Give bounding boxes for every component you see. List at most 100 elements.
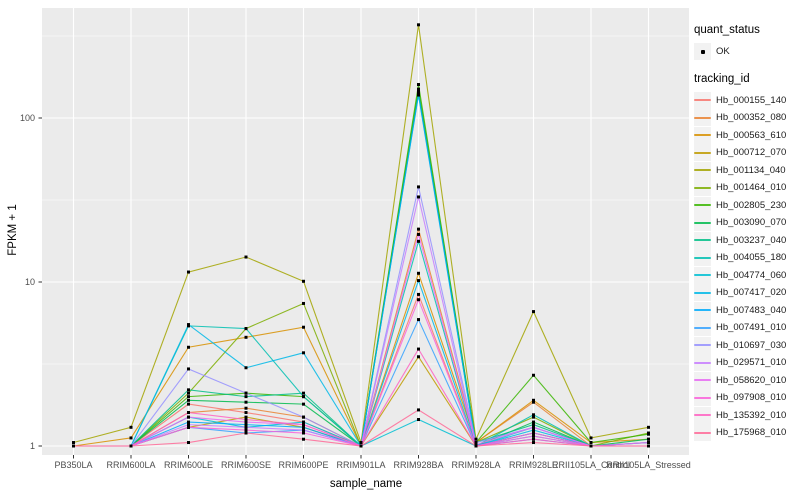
legend-item-label: Hb_007483_040 bbox=[716, 304, 787, 316]
legend-item-label: Hb_000155_140 bbox=[716, 94, 787, 106]
data-point bbox=[244, 425, 248, 429]
legend-key-box bbox=[694, 371, 711, 389]
data-point bbox=[417, 90, 420, 94]
panel-background bbox=[42, 8, 689, 455]
data-point bbox=[244, 335, 248, 339]
legend-item-label: Hb_058620_010 bbox=[716, 374, 787, 386]
legend-item-label: Hb_097908_010 bbox=[716, 392, 787, 404]
data-point bbox=[244, 423, 248, 427]
data-point bbox=[302, 428, 305, 432]
point-marker-icon bbox=[700, 49, 705, 54]
data-point bbox=[187, 415, 190, 419]
data-point bbox=[532, 415, 535, 419]
legend-key-line-icon bbox=[694, 344, 711, 347]
legend-key-box bbox=[694, 266, 711, 284]
data-point bbox=[359, 441, 363, 445]
legend-key-line-icon bbox=[694, 116, 711, 119]
legend-item: Hb_002805_230 bbox=[694, 196, 798, 215]
legend-key-line-icon bbox=[694, 256, 711, 259]
legend-item: Hb_058620_010 bbox=[694, 371, 798, 390]
data-point bbox=[532, 423, 535, 427]
data-point bbox=[187, 441, 190, 445]
data-point bbox=[244, 366, 248, 370]
data-point bbox=[532, 420, 535, 424]
data-point bbox=[647, 444, 650, 448]
x-tick-label: RRIM600LA bbox=[106, 460, 155, 470]
legend-item-label: Hb_004774_060 bbox=[716, 269, 787, 281]
legend-key-line-icon bbox=[694, 99, 711, 102]
y-tick-label: 1 bbox=[30, 441, 35, 451]
data-point bbox=[302, 437, 305, 441]
data-point bbox=[532, 413, 535, 417]
legend-key-box bbox=[694, 231, 711, 249]
data-point bbox=[244, 391, 248, 395]
data-point bbox=[532, 437, 535, 441]
legend-item: Hb_175968_010 bbox=[694, 424, 798, 442]
legend-tracking-items: Hb_000155_140 Hb_000352_080 Hb_000563_610 H… bbox=[694, 91, 798, 442]
legend-key-line-icon bbox=[694, 204, 711, 207]
legend-item-label: Hb_175968_010 bbox=[716, 427, 787, 439]
data-point bbox=[532, 400, 535, 404]
data-point bbox=[129, 436, 133, 440]
data-point bbox=[532, 425, 535, 429]
data-point bbox=[187, 388, 190, 392]
data-point bbox=[244, 431, 248, 435]
data-point bbox=[417, 355, 420, 359]
data-point bbox=[532, 428, 535, 432]
legend-key-line-icon bbox=[694, 309, 711, 312]
data-point bbox=[129, 425, 133, 429]
legend-item-label: Hb_135392_010 bbox=[716, 409, 787, 421]
legend-item-label: Hb_029571_010 bbox=[716, 357, 787, 369]
legend-key-box bbox=[694, 126, 711, 144]
data-point bbox=[532, 310, 535, 314]
data-point bbox=[244, 406, 248, 410]
legend: quant_status OK tracking_id Hb_000155_14… bbox=[694, 24, 798, 442]
legend-item-label: Hb_001464_010 bbox=[716, 182, 787, 194]
data-point bbox=[474, 441, 478, 445]
legend-item-label: Hb_010697_030 bbox=[716, 339, 787, 351]
legend-item-label: Hb_007491_010 bbox=[716, 322, 787, 334]
x-axis-title: sample_name bbox=[329, 478, 403, 490]
x-tick-label: RRIM928BA bbox=[393, 460, 443, 470]
legend-key-line-icon bbox=[694, 379, 711, 382]
legend-item: Hb_000712_070 bbox=[694, 144, 798, 162]
legend-item: Hb_007417_020 bbox=[694, 284, 798, 302]
data-point bbox=[302, 351, 305, 355]
legend-key-box bbox=[694, 301, 711, 319]
data-point bbox=[474, 444, 478, 448]
data-point bbox=[417, 23, 420, 27]
data-point bbox=[129, 444, 133, 448]
legend-item-label: Hb_000712_070 bbox=[716, 147, 787, 159]
data-point bbox=[302, 391, 305, 395]
data-point bbox=[244, 428, 248, 432]
data-point bbox=[187, 367, 190, 371]
data-point bbox=[302, 301, 305, 305]
data-point bbox=[244, 415, 248, 419]
data-point bbox=[359, 444, 363, 448]
legend-key-box bbox=[694, 319, 711, 337]
data-point bbox=[187, 398, 190, 402]
legend-item-label: Hb_000352_080 bbox=[716, 112, 787, 124]
data-point bbox=[417, 227, 420, 231]
data-point bbox=[187, 423, 190, 427]
legend-key-line-icon bbox=[694, 326, 711, 329]
legend-key-box bbox=[694, 43, 711, 61]
legend-key-box bbox=[694, 424, 711, 442]
data-point bbox=[72, 444, 75, 448]
data-point bbox=[589, 444, 593, 448]
legend-key-line-icon bbox=[694, 239, 711, 242]
x-tick-label: RRIM600PE bbox=[278, 460, 328, 470]
legend-item: Hb_000563_610 bbox=[694, 126, 798, 145]
data-point bbox=[244, 411, 248, 415]
legend-key-box bbox=[694, 249, 711, 267]
legend-item: Hb_007483_040 bbox=[694, 301, 798, 320]
y-tick-label: 10 bbox=[25, 277, 35, 287]
data-point bbox=[647, 437, 650, 441]
data-point bbox=[647, 425, 650, 429]
legend-key-line-icon bbox=[694, 414, 711, 417]
data-point bbox=[244, 327, 248, 331]
legend-key-box bbox=[694, 179, 711, 197]
